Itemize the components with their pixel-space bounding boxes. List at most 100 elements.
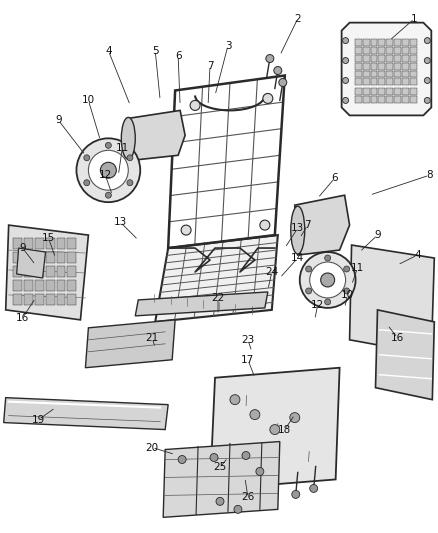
Bar [355,70,361,77]
Bar [24,266,32,277]
Circle shape [127,180,133,185]
Bar [355,96,361,103]
Bar [386,46,393,53]
Circle shape [300,252,356,308]
Polygon shape [6,225,88,320]
Bar [386,70,393,77]
Bar [378,38,385,46]
Bar [371,78,378,85]
Circle shape [424,98,430,103]
Bar [13,238,21,249]
Text: 22: 22 [212,293,225,303]
Polygon shape [375,310,434,400]
Bar [403,70,410,77]
Text: 9: 9 [374,230,381,240]
Text: 10: 10 [82,95,95,106]
Text: 13: 13 [291,223,304,233]
Bar [24,252,32,263]
Circle shape [290,413,300,423]
Text: 7: 7 [304,220,311,230]
Bar [13,266,21,277]
Bar [363,78,370,85]
Text: 18: 18 [278,425,291,434]
Bar [378,78,385,85]
Bar [410,54,417,61]
Circle shape [306,288,312,294]
Bar [371,38,378,46]
Text: 24: 24 [265,267,279,277]
Bar [371,46,378,53]
Text: 9: 9 [19,243,26,253]
Circle shape [310,262,346,298]
Bar [57,252,66,263]
Bar [363,70,370,77]
Bar [403,78,410,85]
Bar [386,88,393,95]
Bar [13,280,21,291]
Circle shape [106,142,111,148]
Bar [378,70,385,77]
Bar [363,62,370,69]
Bar [13,294,21,305]
Bar [363,54,370,61]
Bar [67,266,77,277]
Circle shape [292,490,300,498]
Text: 4: 4 [105,45,112,55]
Bar [35,280,43,291]
Bar [403,62,410,69]
Circle shape [88,150,128,190]
Bar [371,62,378,69]
Bar [35,252,43,263]
Text: 23: 23 [241,335,254,345]
Text: 19: 19 [32,415,45,425]
Bar [403,54,410,61]
Text: 12: 12 [311,300,324,310]
Bar [57,266,66,277]
Bar [378,96,385,103]
Bar [395,62,401,69]
Bar [24,238,32,249]
Circle shape [234,505,242,513]
Circle shape [178,456,186,464]
Text: 6: 6 [175,51,181,61]
Circle shape [424,77,430,84]
Bar [403,88,410,95]
Circle shape [210,454,218,462]
Bar [410,70,417,77]
Text: 10: 10 [341,290,354,300]
Bar [46,266,54,277]
Text: 1: 1 [411,14,418,23]
Text: 25: 25 [213,463,226,472]
Bar [395,54,401,61]
Bar [371,96,378,103]
Text: 4: 4 [414,250,420,260]
Bar [355,88,361,95]
Circle shape [279,78,287,86]
Text: 14: 14 [291,253,304,263]
Polygon shape [85,320,175,368]
Circle shape [260,220,270,230]
Circle shape [310,484,318,492]
Bar [403,96,410,103]
Bar [355,46,361,53]
Bar [395,70,401,77]
Bar [378,62,385,69]
Bar [386,54,393,61]
Bar [378,88,385,95]
Text: 13: 13 [114,217,127,227]
Bar [410,96,417,103]
Text: 20: 20 [146,442,159,453]
Bar [410,62,417,69]
Bar [403,46,410,53]
Bar [395,46,401,53]
Bar [67,252,77,263]
Text: 15: 15 [42,233,55,243]
Bar [378,46,385,53]
Bar [57,280,66,291]
Bar [13,252,21,263]
Text: 3: 3 [225,41,231,51]
Circle shape [230,394,240,405]
Bar [355,78,361,85]
Bar [386,38,393,46]
Circle shape [100,162,117,178]
